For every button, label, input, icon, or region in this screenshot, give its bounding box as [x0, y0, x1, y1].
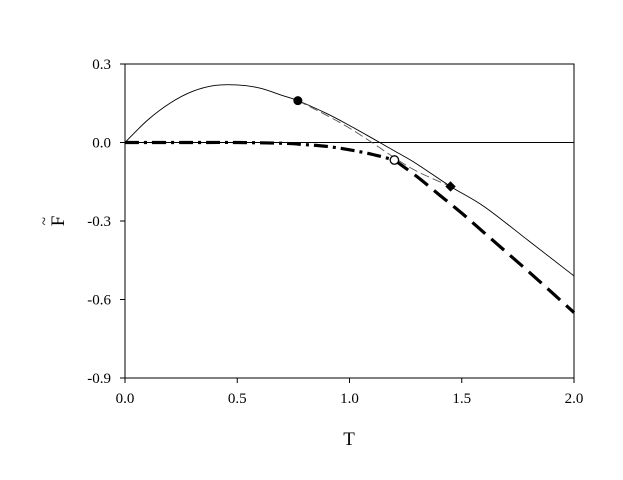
markers-layer — [293, 96, 456, 192]
filled-diamond-marker — [445, 181, 456, 192]
y-axis-title: F — [48, 216, 69, 227]
y-tick-label: -0.3 — [87, 214, 111, 230]
filled-circle-marker — [293, 96, 303, 106]
x-tick-label: 1.5 — [452, 391, 471, 407]
series-line-thin-solid — [124, 84, 575, 277]
x-tick-label: 2.0 — [565, 391, 584, 407]
x-tick-label: 0.5 — [228, 391, 247, 407]
tick-labels: 0.0 0.5 1.0 1.5 2.0 0.3 0.0 -0.3 -0.6 -0.9 — [87, 57, 583, 407]
y-tick-label: 0.3 — [92, 57, 111, 73]
x-tick-label: 0.0 — [116, 391, 135, 407]
series-line-thick-dash-dot — [125, 140, 395, 162]
y-axis-title-accent: ~ — [37, 217, 53, 225]
series-line-thick-dashed — [393, 158, 576, 314]
series-layer — [124, 84, 576, 314]
open-circle-marker — [389, 155, 400, 165]
y-tick-label: -0.9 — [87, 371, 111, 387]
y-tick-label: -0.6 — [87, 293, 111, 309]
x-tick-label: 1.0 — [340, 391, 359, 407]
y-axis-title-group: F ~ — [37, 216, 69, 227]
y-tick-label: 0.0 — [92, 136, 111, 152]
series-line-thin-dashed — [297, 100, 451, 187]
tick-marks — [120, 63, 575, 383]
x-axis-title: T — [343, 429, 355, 450]
plot-frame — [124, 63, 575, 379]
